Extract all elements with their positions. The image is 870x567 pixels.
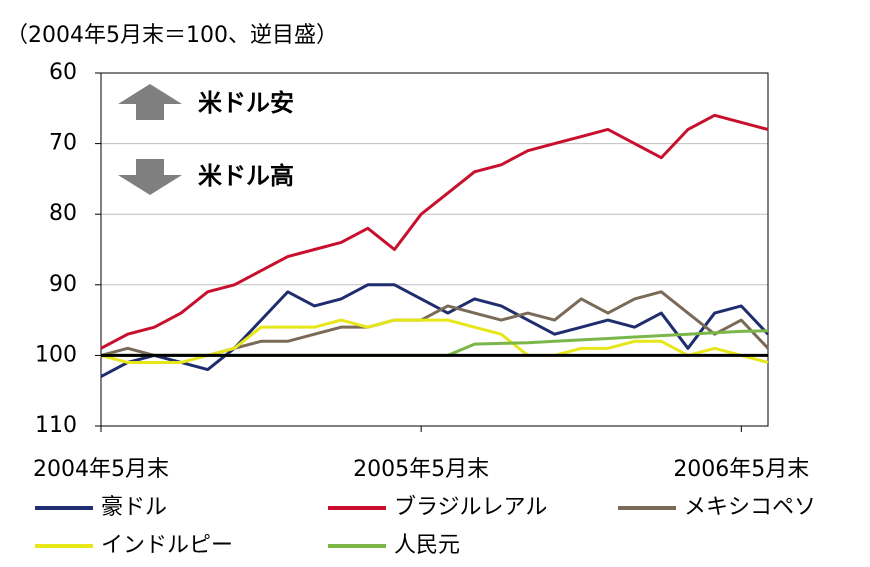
- y-tick-label: 100: [35, 342, 77, 367]
- legend-label: 豪ドル: [101, 495, 167, 520]
- legend-label: 人民元: [394, 533, 460, 558]
- down-arrow: [118, 159, 182, 195]
- x-tick-label: 2005年5月末: [353, 457, 489, 482]
- plot-frame: [100, 72, 769, 427]
- series-line: [100, 113, 769, 350]
- legend-label: メキシコペソ: [684, 495, 816, 520]
- y-axis-label: （2004年5月末＝100、逆目盛）: [6, 23, 338, 48]
- y-tick-label: 110: [35, 413, 77, 438]
- x-tick-label: 2006年5月末: [673, 457, 809, 482]
- legend-label: インドルピー: [101, 533, 233, 558]
- y-tick-label: 90: [49, 272, 77, 297]
- x-tick-label: 2004年5月末: [33, 457, 169, 482]
- series-line: [100, 283, 770, 378]
- y-tick-label: 80: [49, 201, 77, 226]
- y-tick-label: 70: [49, 131, 77, 156]
- annotation: 米ドル高: [198, 162, 294, 190]
- up-arrow: [118, 84, 182, 120]
- series-line: [101, 329, 769, 357]
- annotation: 米ドル安: [198, 89, 294, 117]
- legend-label: ブラジルレアル: [394, 495, 547, 520]
- y-tick-label: 60: [49, 60, 77, 85]
